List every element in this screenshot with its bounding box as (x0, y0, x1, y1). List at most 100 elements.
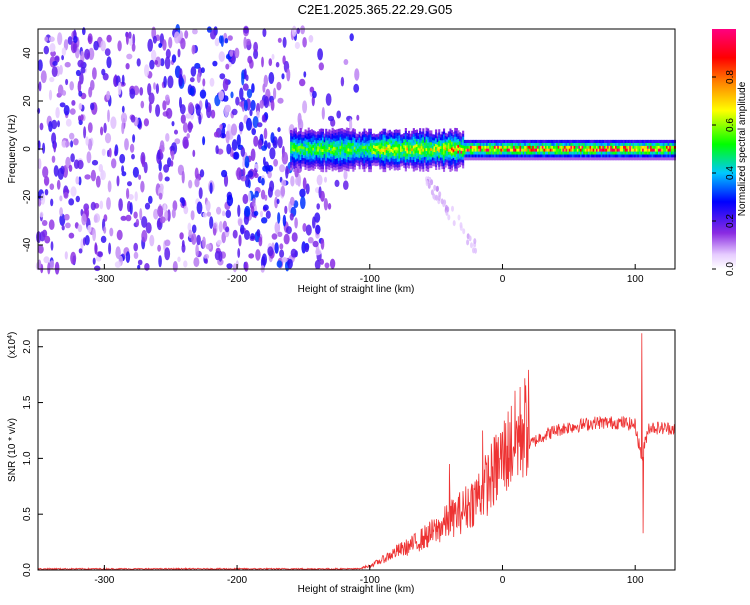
heat-cell (443, 128, 446, 132)
heat-cell (599, 139, 602, 143)
heat-cell (291, 159, 294, 163)
heat-cell (306, 159, 309, 163)
heat-cell (306, 133, 309, 137)
heat-cell (658, 151, 661, 155)
heat-cell (487, 157, 490, 161)
heat-cell (587, 148, 590, 152)
heat-cell (384, 128, 387, 132)
heat-cell (551, 157, 554, 161)
heat-cell (293, 137, 296, 141)
heat-cell (345, 127, 348, 131)
heat-cell (503, 154, 506, 158)
heat-cell (301, 146, 304, 150)
heat-cell (325, 140, 328, 144)
heat-cell (94, 265, 101, 272)
heat-cell (244, 261, 249, 272)
heat-cell (519, 148, 522, 152)
heat-cell (576, 148, 579, 152)
heat-cell (318, 155, 321, 159)
heat-cell (333, 155, 336, 159)
heat-cell (312, 150, 315, 154)
heat-cell (357, 162, 360, 166)
heat-cell (435, 155, 438, 159)
heat-cell (141, 216, 148, 228)
heat-cell (435, 161, 438, 165)
heat-cell (277, 212, 281, 224)
heat-cell (508, 151, 511, 155)
heat-cell (560, 142, 563, 146)
heat-cell (549, 157, 552, 161)
heat-cell (470, 139, 473, 143)
heat-cell (420, 160, 423, 164)
heat-cell (642, 148, 645, 152)
heat-cell (463, 142, 466, 146)
heat-cell (479, 154, 482, 158)
heat-cell (358, 154, 361, 158)
heat-cell (457, 162, 460, 166)
y-tick-label: 1.0 (22, 451, 33, 465)
heat-cell (454, 127, 457, 131)
heat-cell (344, 164, 347, 168)
heat-cell (106, 90, 111, 101)
heat-cell (624, 142, 627, 146)
heat-cell (495, 145, 498, 149)
heat-cell (486, 154, 489, 158)
heat-cell (411, 133, 414, 137)
heat-cell (320, 154, 323, 158)
heat-cell (554, 154, 557, 158)
heat-cell (39, 122, 44, 131)
heat-cell (619, 151, 622, 155)
heat-cell (404, 162, 407, 166)
heat-cell (342, 132, 345, 136)
heat-cell (334, 132, 337, 136)
heat-cell (552, 154, 555, 158)
heat-cell (552, 151, 555, 155)
heat-cell (449, 134, 452, 138)
heat-cell (535, 148, 538, 152)
heat-cell (248, 253, 255, 259)
heat-cell (120, 215, 127, 221)
heat-cell (401, 163, 404, 167)
heat-cell (662, 151, 665, 155)
heat-cell (414, 135, 417, 139)
heat-cell (276, 81, 282, 91)
heat-cell (294, 164, 297, 168)
heat-cell (379, 163, 382, 167)
heat-cell (400, 140, 403, 144)
heat-cell (533, 145, 536, 149)
heat-cell (481, 154, 484, 158)
heat-cell (226, 263, 233, 269)
heat-cell (314, 259, 321, 270)
heat-cell (576, 157, 579, 161)
heat-cell (336, 149, 339, 153)
heat-cell (567, 145, 570, 149)
heat-cell (541, 148, 544, 152)
heat-cell (312, 240, 319, 248)
heat-cell (352, 160, 355, 164)
heat-cell (462, 156, 465, 160)
heat-cell (447, 160, 450, 164)
heat-cell (427, 151, 430, 155)
heat-cell (209, 77, 215, 87)
heat-cell (501, 145, 504, 149)
heat-cell (462, 159, 465, 163)
heat-cell (627, 154, 630, 158)
heat-cell (231, 139, 238, 151)
heat-cell (535, 151, 538, 155)
heat-cell (543, 148, 546, 152)
heat-cell (331, 153, 334, 157)
heat-cell (416, 129, 419, 133)
heat-cell (470, 157, 473, 161)
heat-cell (521, 142, 524, 146)
heat-cell (404, 130, 407, 134)
x-tick-label: -200 (227, 274, 247, 285)
heat-cell (90, 201, 96, 211)
heat-cell (446, 159, 449, 163)
heat-cell (329, 258, 336, 269)
heat-cell (573, 157, 576, 161)
heat-cell (417, 138, 420, 142)
heat-cell (411, 159, 414, 163)
heat-cell (530, 142, 533, 146)
heat-cell (245, 38, 251, 46)
heat-cell (103, 226, 107, 234)
